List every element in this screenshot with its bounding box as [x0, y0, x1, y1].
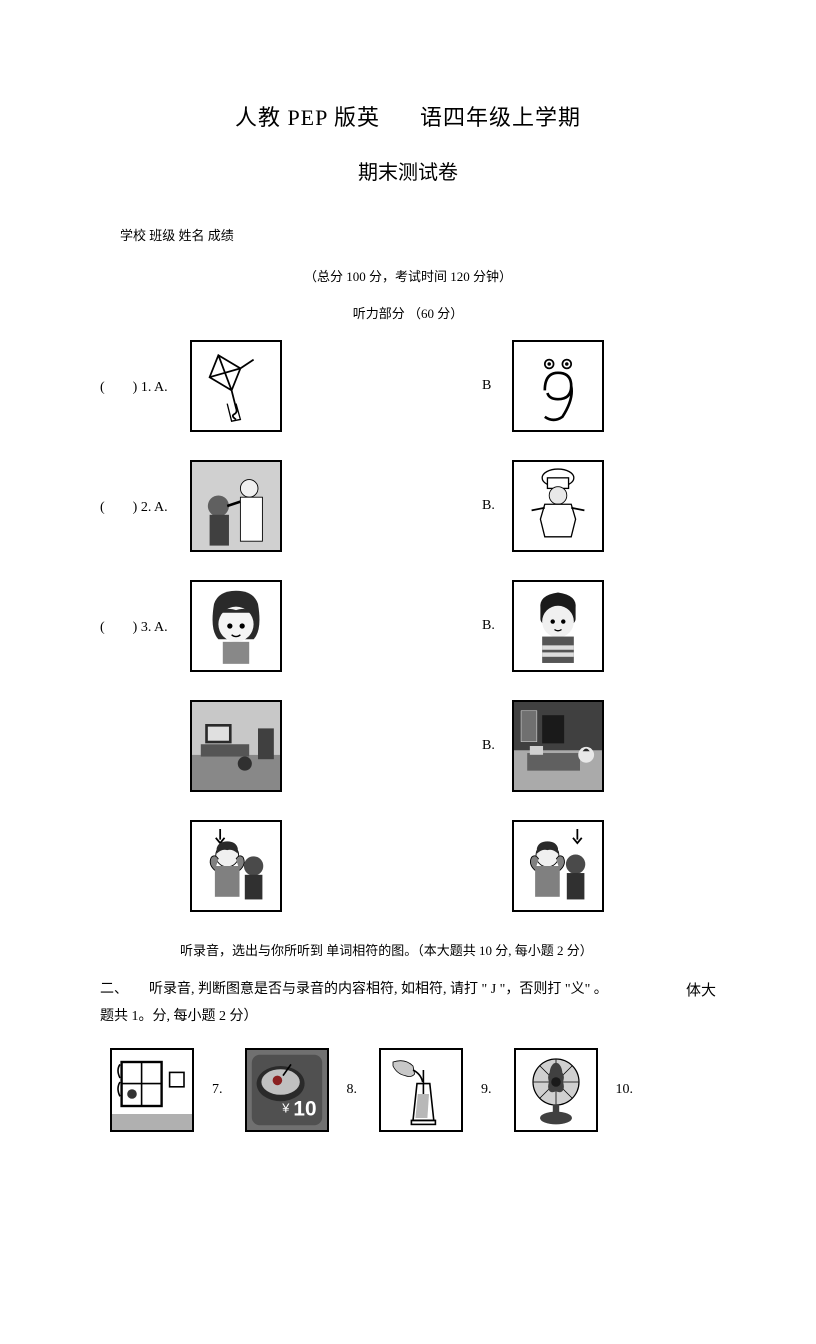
- title-right: 语四年级上学期: [420, 105, 581, 130]
- q2-label-b: B.: [482, 498, 512, 514]
- section2-line2: 题共 1。分, 每小题 2 分）: [100, 1009, 258, 1024]
- q2-image-a-doctor: [190, 460, 282, 552]
- svg-text:10: 10: [293, 1098, 316, 1121]
- q5-image-a-strong-arrow-left: [190, 820, 282, 912]
- q3-label-a[interactable]: ( ) 3. A.: [100, 616, 190, 636]
- s2-num-7: 7.: [212, 1082, 223, 1098]
- s2-image-9-fan: [514, 1048, 598, 1132]
- section2-right-label: 体大: [656, 977, 716, 1030]
- section2-text: 听录音, 判断图意是否与录音的内容相符, 如相符, 请打 " J "，否则打 "…: [149, 982, 608, 997]
- s2-image-6-window: [110, 1048, 194, 1132]
- q2-image-b-cook: [512, 460, 604, 552]
- section2-header: 二、 听录音, 判断图意是否与录音的内容相符, 如相符, 请打 " J "，否则…: [100, 977, 716, 1030]
- q2-label-a[interactable]: ( ) 2. A.: [100, 496, 190, 516]
- q1-label-b: B: [482, 378, 512, 394]
- score-time-line: （总分 100 分，考试时间 120 分钟）: [100, 266, 716, 285]
- q1-image-b-nine: [512, 340, 604, 432]
- q4-image-b-bedroom: [512, 700, 604, 792]
- section1-caption: 听录音，选出与你所听到 单词相符的图。（本大题共 10 分, 每小题 2 分）: [180, 940, 716, 959]
- question-row-3: ( ) 3. A. B.: [100, 580, 716, 672]
- q4-label-b: B.: [482, 738, 512, 754]
- s2-num-8: 8.: [347, 1082, 358, 1098]
- svg-text:¥: ¥: [281, 1101, 290, 1116]
- student-info-line: 学校 班级 姓名 成绩: [120, 225, 716, 244]
- section2-image-row: 7. 10¥ 8. 9. 10.: [110, 1048, 716, 1132]
- question-row-4: B.: [100, 700, 716, 792]
- q5-image-b-strong-arrow-right: [512, 820, 604, 912]
- s2-num-10: 10.: [616, 1082, 634, 1098]
- title-line-1: 人教 PEP 版英 语四年级上学期: [100, 100, 716, 132]
- s2-num-9: 9.: [481, 1082, 492, 1098]
- question-row-2: ( ) 2. A. B.: [100, 460, 716, 552]
- section2-prefix: 二、: [100, 982, 121, 997]
- listen-section-line: 听力部分 （60 分）: [100, 303, 716, 322]
- q3-image-b-boy: [512, 580, 604, 672]
- s2-image-7-food-price: 10¥: [245, 1048, 329, 1132]
- q3-image-a-girl: [190, 580, 282, 672]
- question-row-5: [100, 820, 716, 912]
- title-line-2: 期末测试卷: [100, 156, 716, 185]
- q3-label-b: B.: [482, 618, 512, 634]
- q4-image-a-study: [190, 700, 282, 792]
- question-row-1: ( ) 1. A. B: [100, 340, 716, 432]
- q1-image-a-kite: [190, 340, 282, 432]
- s2-image-8-drink: [379, 1048, 463, 1132]
- q1-label-a[interactable]: ( ) 1. A.: [100, 376, 190, 396]
- title-left: 人教 PEP 版英: [235, 105, 380, 130]
